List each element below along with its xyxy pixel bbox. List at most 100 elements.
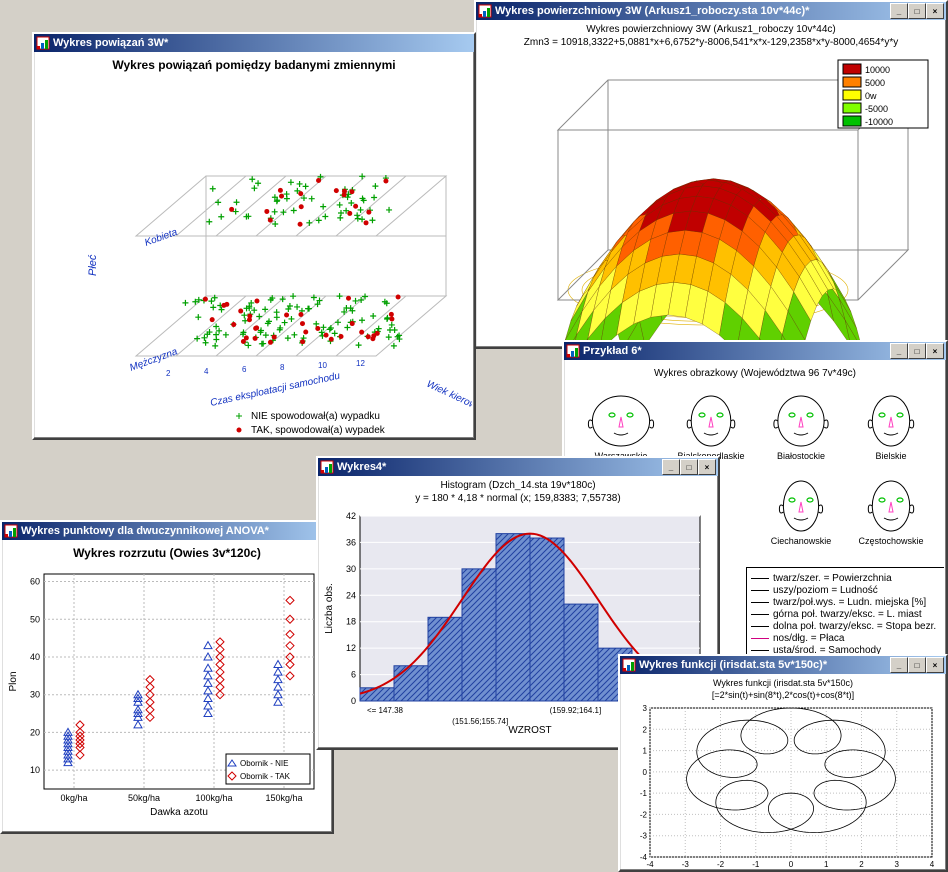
window-function[interactable]: Wykres funkcji (irisdat.sta 5v*150c)* _ … (618, 654, 948, 872)
min-button[interactable]: _ (890, 343, 908, 359)
app-icon (36, 36, 50, 50)
min-button[interactable]: _ (890, 3, 908, 19)
svg-text:8: 8 (280, 363, 285, 372)
window-title: Przykład 6* (583, 345, 890, 357)
svg-text:Obornik - NIE: Obornik - NIE (240, 759, 288, 768)
app-icon (320, 460, 334, 474)
chart-title: Wykres funkcji (irisdat.sta 5v*150c) (622, 678, 944, 688)
svg-text:100kg/ha: 100kg/ha (195, 793, 232, 803)
svg-text:30: 30 (346, 564, 356, 574)
svg-text:Częstochowskie: Częstochowskie (858, 536, 923, 546)
titlebar-scatter3d[interactable]: Wykres powiązań 3W* (34, 34, 474, 52)
surface-chart-area: Wykres powierzchniowy 3W (Arkusz1_robocz… (478, 22, 944, 345)
chart-title: Wykres obrazkowy (Województwa 96 7v*49c) (566, 368, 944, 379)
titlebar-anova[interactable]: Wykres punktowy dla dwuczynnikowej ANOVA… (2, 522, 332, 540)
svg-text:(159.92;164.1]: (159.92;164.1] (550, 706, 602, 715)
close-button[interactable]: × (926, 343, 944, 359)
svg-text:20: 20 (30, 727, 40, 737)
app-icon (622, 658, 636, 672)
svg-text:-2: -2 (640, 810, 648, 819)
svg-text:Mężczyzna: Mężczyzna (128, 346, 179, 374)
svg-text:-3: -3 (640, 832, 648, 841)
svg-text:3: 3 (643, 704, 648, 713)
svg-text:12: 12 (356, 359, 365, 368)
svg-text:NIE spowodował(a) wypadku: NIE spowodował(a) wypadku (251, 411, 380, 422)
svg-text:-3: -3 (682, 860, 690, 868)
close-button[interactable]: × (698, 459, 716, 475)
close-button[interactable]: × (926, 3, 944, 19)
titlebar-function[interactable]: Wykres funkcji (irisdat.sta 5v*150c)* _ … (620, 656, 946, 674)
chart-title: Histogram (Dzch_14.sta 19v*180c) (320, 480, 716, 491)
app-icon (566, 344, 580, 358)
titlebar-surface[interactable]: Wykres powierzchniowy 3W (Arkusz1_robocz… (476, 2, 946, 20)
window-surface-3d[interactable]: Wykres powierzchniowy 3W (Arkusz1_robocz… (474, 0, 948, 349)
svg-text:6: 6 (351, 670, 356, 680)
svg-text:0: 0 (789, 860, 794, 868)
window-title: Wykres funkcji (irisdat.sta 5v*150c)* (639, 659, 890, 671)
anova-svg: 1020304050600kg/ha50kg/ha100kg/ha150kg/h… (4, 564, 330, 830)
svg-text:Czas eksploatacji samochodu: Czas eksploatacji samochodu (209, 371, 341, 409)
svg-text:0: 0 (351, 696, 356, 706)
svg-text:10: 10 (318, 361, 327, 370)
svg-text:24: 24 (346, 590, 356, 600)
svg-text:-10000: -10000 (865, 117, 893, 127)
svg-text:2: 2 (166, 369, 171, 378)
chart-formula: Zmn3 = 10918,3322+5,0881*x+6,6752*y-8006… (478, 37, 944, 48)
faces-legend: twarz/szer. = Powierzchniauszy/poziom = … (746, 567, 944, 662)
window-scatter-3d[interactable]: Wykres powiązań 3W* Wykres powiązań pomi… (32, 32, 476, 440)
svg-text:4: 4 (204, 367, 209, 376)
svg-text:<= 147.38: <= 147.38 (367, 706, 404, 715)
svg-text:Wiek kierowcy: Wiek kierowcy (425, 379, 472, 416)
chart-formula: [=2*sin(t)+sin(8*t),2*cos(t)+cos(8*t)] (622, 690, 944, 700)
svg-text:2: 2 (643, 725, 648, 734)
svg-text:-5000: -5000 (865, 104, 888, 114)
svg-text:Obornik - TAK: Obornik - TAK (240, 772, 291, 781)
svg-text:-1: -1 (752, 860, 760, 868)
svg-text:50kg/ha: 50kg/ha (128, 793, 160, 803)
close-button[interactable]: × (926, 657, 944, 673)
function-chart-area: Wykres funkcji (irisdat.sta 5v*150c) [=2… (622, 676, 944, 868)
svg-text:4: 4 (930, 860, 935, 868)
svg-text:Dawka azotu: Dawka azotu (150, 807, 208, 818)
svg-text:-1: -1 (640, 789, 648, 798)
svg-text:WZROST: WZROST (508, 725, 551, 736)
min-button[interactable]: _ (890, 657, 908, 673)
svg-text:2: 2 (859, 860, 864, 868)
app-icon (4, 524, 18, 538)
scatter3d-svg: PłećKobietaMężczyznaCzas eksploatacji sa… (36, 76, 472, 436)
max-button[interactable]: □ (908, 657, 926, 673)
svg-text:0w: 0w (865, 91, 877, 101)
svg-text:1: 1 (824, 860, 829, 868)
chart-title: Wykres rozrzutu (Owies 3v*120c) (4, 546, 330, 560)
svg-text:-4: -4 (646, 860, 654, 868)
surface-svg: 10000 5000 0w -5000 -10000 (478, 50, 944, 340)
titlebar-histogram[interactable]: Wykres4* _ □ × (318, 458, 718, 476)
svg-text:60: 60 (30, 577, 40, 587)
window-title: Wykres powiązań 3W* (53, 37, 472, 49)
svg-text:Kobieta: Kobieta (143, 227, 179, 249)
titlebar-faces[interactable]: Przykład 6* _ □ × (564, 342, 946, 360)
min-button[interactable]: _ (662, 459, 680, 475)
chart-formula: y = 180 * 4,18 * normal (x; 159,8383; 7,… (320, 493, 716, 504)
svg-text:-4: -4 (640, 853, 648, 862)
svg-text:10: 10 (30, 765, 40, 775)
svg-text:5000: 5000 (865, 78, 885, 88)
svg-text:Ciechanowskie: Ciechanowskie (771, 536, 832, 546)
chart-title: Wykres powiązań pomiędzy badanymi zmienn… (36, 58, 472, 72)
svg-text:10000: 10000 (865, 65, 890, 75)
scatter3d-chart-area: Wykres powiązań pomiędzy badanymi zmienn… (36, 54, 472, 436)
anova-chart-area: Wykres rozrzutu (Owies 3v*120c) 10203040… (4, 542, 330, 830)
svg-text:0kg/ha: 0kg/ha (60, 793, 87, 803)
svg-text:50: 50 (30, 614, 40, 624)
svg-text:42: 42 (346, 511, 356, 521)
max-button[interactable]: □ (908, 343, 926, 359)
svg-text:Liczba obs.: Liczba obs. (324, 583, 335, 634)
max-button[interactable]: □ (680, 459, 698, 475)
svg-text:Bielskie: Bielskie (875, 451, 906, 461)
svg-text:18: 18 (346, 617, 356, 627)
window-anova[interactable]: Wykres punktowy dla dwuczynnikowej ANOVA… (0, 520, 334, 834)
max-button[interactable]: □ (908, 3, 926, 19)
app-icon (478, 4, 492, 18)
svg-text:3: 3 (895, 860, 900, 868)
svg-text:36: 36 (346, 537, 356, 547)
